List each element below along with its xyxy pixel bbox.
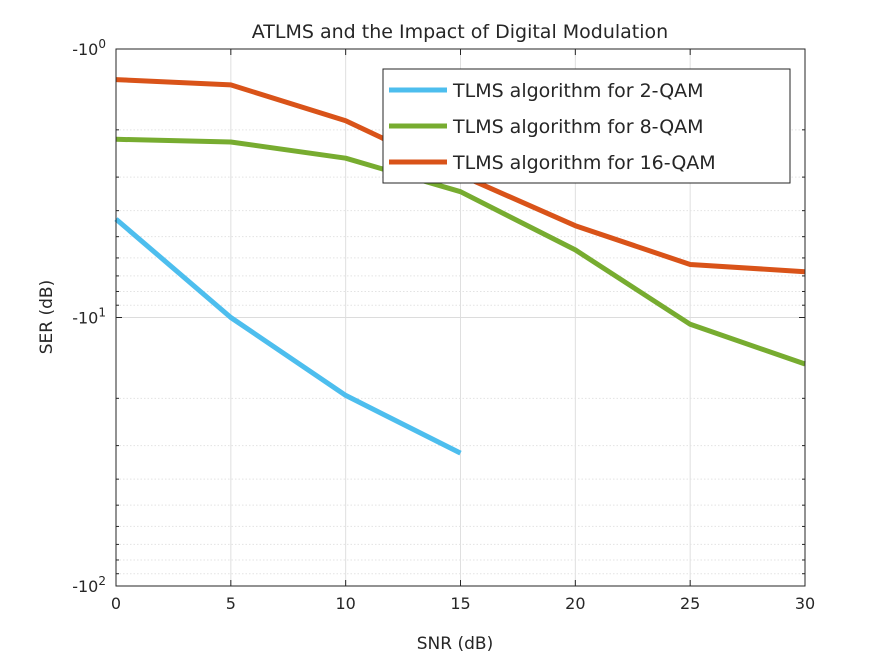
x-tick-label: 25 [680,594,700,613]
legend-label: TLMS algorithm for 16-QAM [452,152,716,174]
legend-box [382,68,791,184]
legend-label: TLMS algorithm for 8-QAM [452,116,704,138]
y-tick-label: -101 [72,306,106,328]
x-tick-label: 30 [795,594,815,613]
x-tick-label: 5 [226,594,236,613]
series-line [114,217,462,456]
x-tick-label: 0 [111,594,121,613]
y-tick-labels: -100 -101 -102 [72,37,106,596]
x-tick-labels: 0 5 10 15 20 25 30 [111,594,815,613]
ticks [115,48,806,586]
chart-title: ATLMS and the Impact of Digital Modulati… [252,21,668,43]
x-tick-label: 20 [565,594,585,613]
x-axis-label: SNR (dB) [417,634,493,654]
x-tick-label: 10 [335,594,355,613]
x-tick-label: 15 [450,594,470,613]
series-line [115,136,806,367]
y-tick-label: -100 [72,37,106,59]
legend: TLMS algorithm for 2-QAM TLMS algorithm f… [382,68,791,184]
legend-label: TLMS algorithm for 2-QAM [452,80,704,102]
y-tick-label: -102 [72,574,106,596]
y-axis-label: SER (dB) [37,280,57,354]
